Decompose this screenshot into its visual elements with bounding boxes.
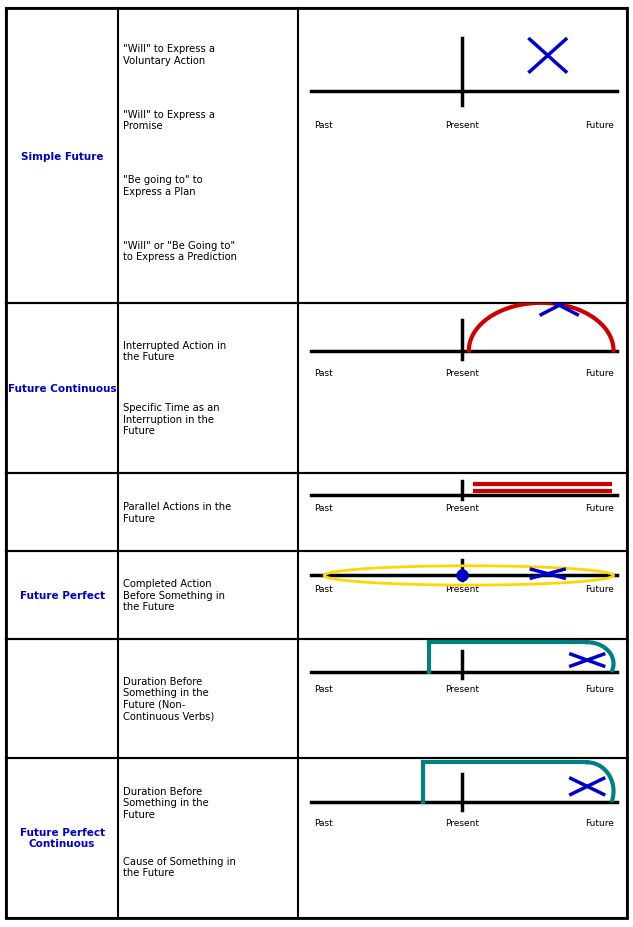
Text: Simple Future: Simple Future (21, 151, 103, 161)
Text: "Will" or "Be Going to"
to Express a Prediction: "Will" or "Be Going to" to Express a Pre… (123, 240, 237, 262)
Text: Present: Present (445, 684, 479, 693)
Text: Past: Past (315, 368, 333, 377)
Text: Present: Present (445, 503, 479, 513)
Text: Past: Past (315, 819, 333, 828)
Text: Present: Present (445, 819, 479, 828)
Text: Future: Future (585, 121, 613, 130)
Text: Future: Future (585, 819, 613, 828)
Text: Past: Past (315, 684, 333, 693)
Text: Future: Future (585, 684, 613, 693)
Text: Future: Future (585, 368, 613, 377)
Text: Future Perfect: Future Perfect (20, 590, 104, 600)
Text: Past: Past (315, 503, 333, 513)
Text: Duration Before
Something in the
Future (Non-
Continuous Verbs): Duration Before Something in the Future … (123, 676, 215, 720)
Text: "Be going to" to
Express a Plan: "Be going to" to Express a Plan (123, 175, 203, 197)
Text: Past: Past (315, 585, 333, 593)
Text: Completed Action
Before Something in
the Future: Completed Action Before Something in the… (123, 578, 225, 612)
Text: Future Continuous: Future Continuous (8, 384, 116, 394)
Text: Duration Before
Something in the
Future: Duration Before Something in the Future (123, 786, 209, 819)
Text: Specific Time as an
Interruption in the
Future: Specific Time as an Interruption in the … (123, 402, 220, 436)
Text: Future Perfect
Continuous: Future Perfect Continuous (20, 827, 104, 848)
Text: Cause of Something in
the Future: Cause of Something in the Future (123, 856, 236, 877)
Text: Past: Past (315, 121, 333, 130)
Text: "Will" to Express a
Voluntary Action: "Will" to Express a Voluntary Action (123, 44, 215, 66)
Text: Present: Present (445, 121, 479, 130)
Text: Future: Future (585, 585, 613, 593)
Text: "Will" to Express a
Promise: "Will" to Express a Promise (123, 109, 215, 132)
Text: Interrupted Action in
the Future: Interrupted Action in the Future (123, 340, 227, 362)
Text: Future: Future (585, 503, 613, 513)
Text: Parallel Actions in the
Future: Parallel Actions in the Future (123, 502, 231, 524)
Text: Present: Present (445, 585, 479, 593)
Text: Present: Present (445, 368, 479, 377)
